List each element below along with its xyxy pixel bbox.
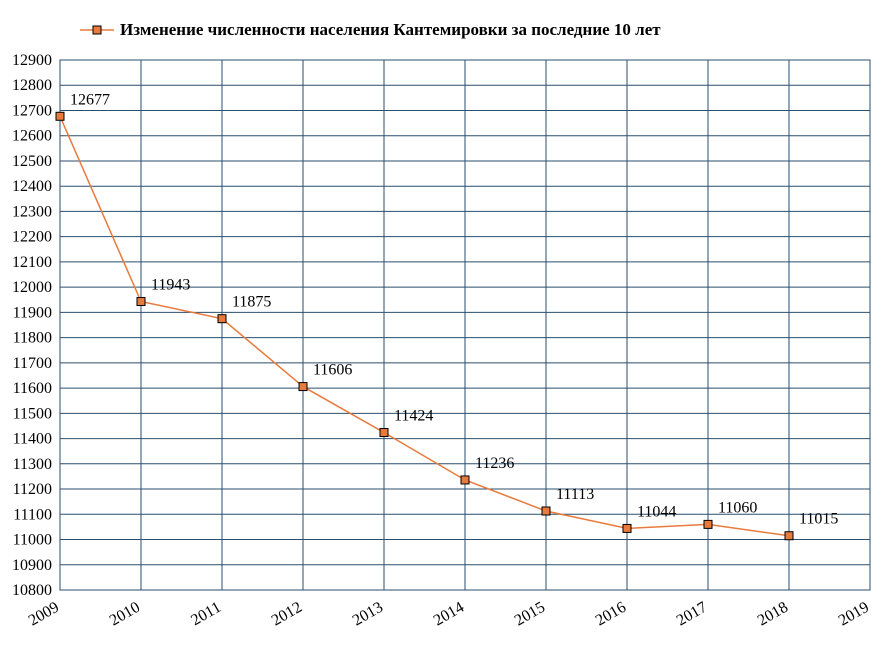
svg-text:12677: 12677 xyxy=(70,91,110,108)
svg-text:12200: 12200 xyxy=(12,229,52,246)
svg-text:11606: 11606 xyxy=(313,362,352,379)
svg-text:10900: 10900 xyxy=(12,557,52,574)
svg-text:11236: 11236 xyxy=(475,455,514,472)
svg-text:12700: 12700 xyxy=(12,102,52,119)
svg-text:11400: 11400 xyxy=(13,431,52,448)
svg-text:11500: 11500 xyxy=(13,405,52,422)
svg-text:11060: 11060 xyxy=(718,499,757,516)
svg-text:12000: 12000 xyxy=(12,279,52,296)
svg-text:10800: 10800 xyxy=(12,582,52,599)
svg-text:11015: 11015 xyxy=(799,511,838,528)
svg-text:11113: 11113 xyxy=(556,486,594,503)
svg-text:11300: 11300 xyxy=(13,456,52,473)
svg-text:12600: 12600 xyxy=(12,128,52,145)
svg-text:12500: 12500 xyxy=(12,153,52,170)
svg-text:11875: 11875 xyxy=(232,294,271,311)
svg-text:11000: 11000 xyxy=(13,532,52,549)
svg-text:11700: 11700 xyxy=(13,355,52,372)
svg-text:11900: 11900 xyxy=(13,304,52,321)
svg-text:11943: 11943 xyxy=(151,277,190,294)
svg-text:11100: 11100 xyxy=(13,506,52,523)
svg-text:12300: 12300 xyxy=(12,203,52,220)
svg-text:12800: 12800 xyxy=(12,77,52,94)
svg-text:11044: 11044 xyxy=(637,503,676,520)
svg-text:Изменение численности населени: Изменение численности населения Кантемир… xyxy=(120,20,661,39)
svg-text:12400: 12400 xyxy=(12,178,52,195)
svg-text:11600: 11600 xyxy=(13,380,52,397)
population-line-chart: 10800 10900 11000 11100 11200 11300 11400 11500… xyxy=(0,0,884,650)
svg-text:11800: 11800 xyxy=(13,330,52,347)
svg-text:12900: 12900 xyxy=(12,52,52,69)
svg-text:12100: 12100 xyxy=(12,254,52,271)
chart-svg: 10800 10900 11000 11100 11200 11300 11400 11500… xyxy=(0,0,884,650)
svg-text:11200: 11200 xyxy=(13,481,52,498)
svg-text:11424: 11424 xyxy=(394,408,433,425)
